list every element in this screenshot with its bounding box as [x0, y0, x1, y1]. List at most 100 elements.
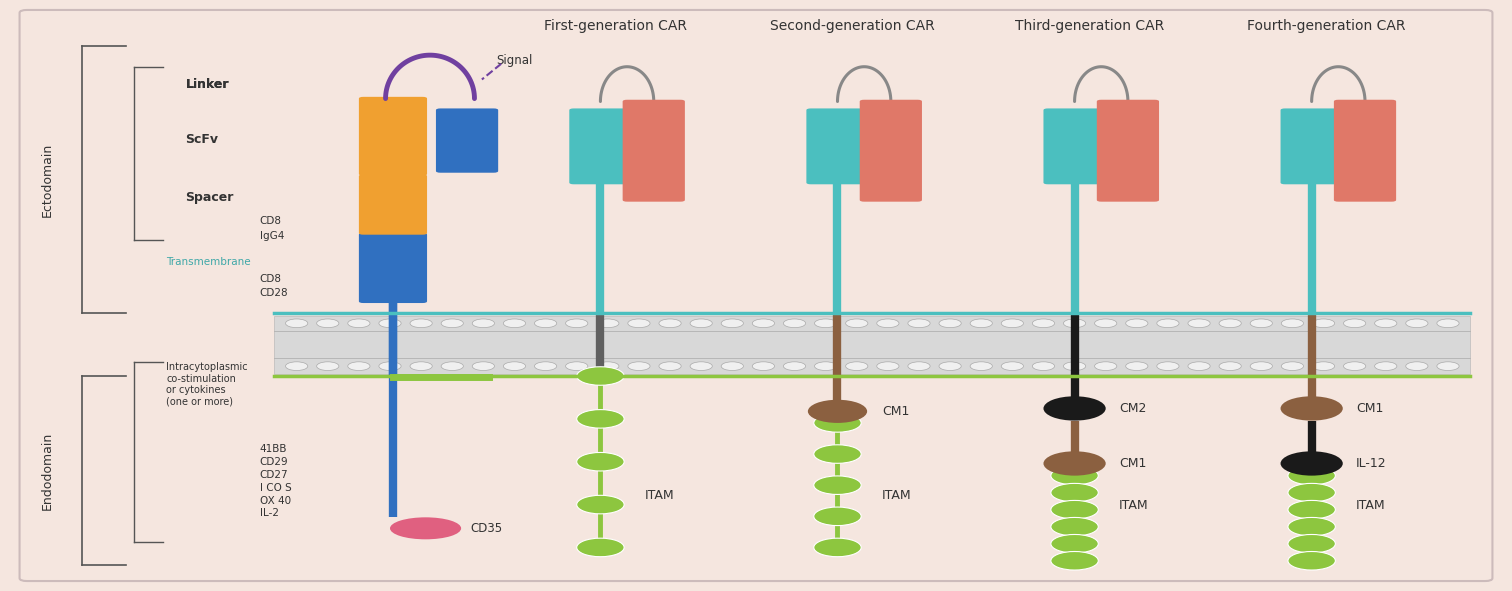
- Text: IgG4: IgG4: [260, 231, 284, 241]
- Text: CM1: CM1: [881, 405, 909, 418]
- Circle shape: [689, 319, 712, 327]
- Circle shape: [316, 319, 339, 327]
- Circle shape: [1033, 319, 1054, 327]
- Circle shape: [877, 362, 900, 371]
- Circle shape: [815, 319, 836, 327]
- Circle shape: [1374, 362, 1397, 371]
- Circle shape: [534, 319, 556, 327]
- Circle shape: [1051, 501, 1098, 519]
- Circle shape: [877, 319, 900, 327]
- FancyBboxPatch shape: [1043, 108, 1101, 184]
- Circle shape: [753, 319, 774, 327]
- Circle shape: [783, 362, 806, 371]
- Text: OX 40: OX 40: [260, 495, 290, 505]
- Circle shape: [1051, 483, 1098, 502]
- Circle shape: [1288, 501, 1335, 519]
- Circle shape: [1344, 319, 1365, 327]
- Text: CD28: CD28: [260, 288, 289, 298]
- Circle shape: [1288, 518, 1335, 536]
- Circle shape: [1095, 319, 1117, 327]
- FancyBboxPatch shape: [275, 316, 1470, 374]
- Text: CD8: CD8: [260, 216, 281, 226]
- FancyBboxPatch shape: [1334, 100, 1396, 202]
- FancyBboxPatch shape: [435, 108, 497, 173]
- Circle shape: [1250, 319, 1273, 327]
- Text: Transmembrane: Transmembrane: [166, 258, 251, 268]
- Circle shape: [1063, 362, 1086, 371]
- Text: ITAM: ITAM: [644, 489, 674, 502]
- Circle shape: [659, 319, 682, 327]
- Circle shape: [380, 319, 401, 327]
- Circle shape: [1281, 397, 1343, 421]
- FancyBboxPatch shape: [358, 97, 426, 176]
- Circle shape: [783, 319, 806, 327]
- Circle shape: [1126, 362, 1148, 371]
- Text: 41BB: 41BB: [260, 444, 287, 454]
- Text: Signal: Signal: [496, 54, 534, 67]
- Text: Spacer: Spacer: [186, 190, 234, 203]
- Circle shape: [410, 319, 432, 327]
- Circle shape: [1344, 362, 1365, 371]
- Text: ITAM: ITAM: [1119, 499, 1149, 512]
- Circle shape: [380, 362, 401, 371]
- Circle shape: [845, 362, 868, 371]
- Circle shape: [813, 445, 862, 463]
- FancyBboxPatch shape: [860, 100, 922, 202]
- Circle shape: [1436, 362, 1459, 371]
- Circle shape: [1051, 534, 1098, 553]
- Circle shape: [576, 538, 624, 557]
- Text: CD29: CD29: [260, 457, 289, 467]
- Text: Endodomain: Endodomain: [41, 431, 54, 509]
- Circle shape: [1312, 319, 1335, 327]
- Circle shape: [1126, 319, 1148, 327]
- Circle shape: [939, 319, 962, 327]
- FancyBboxPatch shape: [358, 233, 426, 303]
- Circle shape: [472, 362, 494, 371]
- Text: CM2: CM2: [1119, 402, 1146, 415]
- Circle shape: [627, 362, 650, 371]
- Circle shape: [627, 319, 650, 327]
- Text: Third-generation CAR: Third-generation CAR: [1015, 19, 1164, 33]
- Circle shape: [815, 362, 836, 371]
- Circle shape: [565, 319, 588, 327]
- Circle shape: [1001, 362, 1024, 371]
- Circle shape: [1051, 518, 1098, 536]
- Circle shape: [442, 319, 463, 327]
- Circle shape: [1281, 362, 1303, 371]
- Circle shape: [1033, 362, 1054, 371]
- Text: ITAM: ITAM: [1356, 499, 1385, 512]
- FancyBboxPatch shape: [1096, 100, 1160, 202]
- FancyBboxPatch shape: [806, 108, 865, 184]
- Circle shape: [1436, 319, 1459, 327]
- Text: IL-12: IL-12: [1356, 457, 1387, 470]
- FancyBboxPatch shape: [623, 100, 685, 202]
- Circle shape: [503, 319, 526, 327]
- Circle shape: [1063, 319, 1086, 327]
- Circle shape: [410, 362, 432, 371]
- Circle shape: [534, 362, 556, 371]
- Text: ScFv: ScFv: [186, 132, 219, 145]
- Circle shape: [576, 495, 624, 514]
- Circle shape: [907, 319, 930, 327]
- Circle shape: [1250, 362, 1273, 371]
- Circle shape: [1406, 362, 1427, 371]
- Circle shape: [1288, 466, 1335, 485]
- Circle shape: [813, 507, 862, 525]
- Circle shape: [503, 362, 526, 371]
- Text: ITAM: ITAM: [881, 489, 912, 502]
- Circle shape: [565, 362, 588, 371]
- Ellipse shape: [390, 517, 461, 540]
- Circle shape: [1157, 319, 1179, 327]
- FancyBboxPatch shape: [358, 174, 426, 235]
- Circle shape: [576, 410, 624, 428]
- Text: Linker: Linker: [186, 77, 228, 90]
- FancyBboxPatch shape: [570, 108, 627, 184]
- Circle shape: [348, 319, 370, 327]
- Circle shape: [721, 362, 744, 371]
- Circle shape: [813, 476, 862, 495]
- Text: I CO S: I CO S: [260, 483, 292, 493]
- Text: CM1: CM1: [1119, 457, 1146, 470]
- Circle shape: [939, 362, 962, 371]
- Circle shape: [753, 362, 774, 371]
- Circle shape: [316, 362, 339, 371]
